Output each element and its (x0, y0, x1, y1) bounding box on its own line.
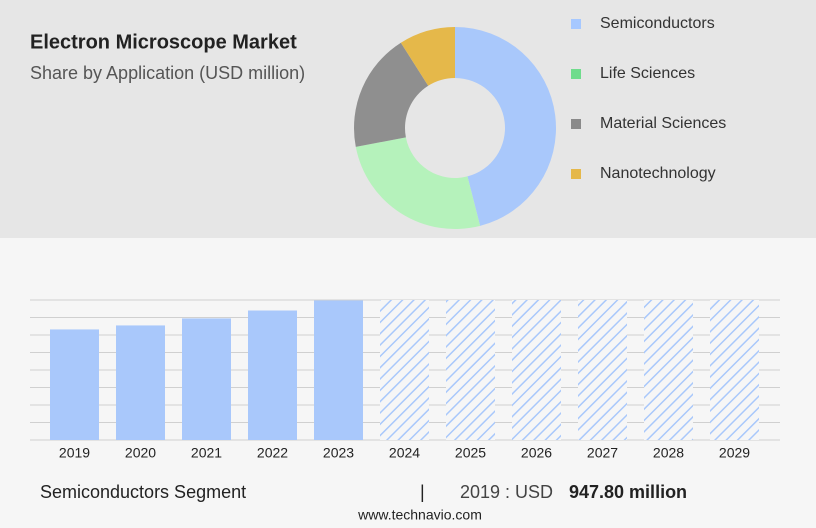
footer-separator: | (420, 482, 425, 502)
donut-slice (355, 137, 481, 229)
x-tick-label: 2019 (59, 445, 90, 461)
legend-label: Semiconductors (600, 15, 715, 32)
donut-slice (455, 27, 556, 226)
footer-year: 2019 : USD (460, 482, 553, 502)
footer-source: www.technavio.com (357, 507, 482, 523)
x-tick-label: 2020 (125, 445, 156, 461)
bar (116, 325, 165, 440)
legend-swatch (571, 69, 581, 79)
x-tick-label: 2021 (191, 445, 222, 461)
x-tick-label: 2023 (323, 445, 354, 461)
bar (314, 300, 363, 440)
bar (248, 310, 297, 440)
footer-value: 947.80 million (569, 482, 687, 502)
x-tick-label: 2029 (719, 445, 750, 461)
footer-segment: Semiconductors Segment (40, 482, 246, 502)
x-tick-label: 2024 (389, 445, 420, 461)
chart-subtitle: Share by Application (USD million) (30, 63, 305, 83)
x-tick-label: 2022 (257, 445, 288, 461)
donut-slice (400, 27, 455, 86)
legend-label: Material Sciences (600, 115, 726, 132)
forecast-placeholder (446, 300, 495, 440)
forecast-placeholder (578, 300, 627, 440)
legend-swatch (571, 169, 581, 179)
legend-label: Life Sciences (600, 65, 695, 82)
donut-slice (354, 42, 429, 147)
x-tick-label: 2027 (587, 445, 618, 461)
legend-label: Nanotechnology (600, 165, 716, 182)
x-tick-label: 2025 (455, 445, 486, 461)
forecast-placeholder (644, 300, 693, 440)
forecast-placeholder (710, 300, 759, 440)
legend-swatch (571, 119, 581, 129)
forecast-placeholder (380, 300, 429, 440)
legend-swatch (571, 19, 581, 29)
forecast-placeholder (512, 300, 561, 440)
x-tick-label: 2028 (653, 445, 684, 461)
chart-title: Electron Microscope Market (30, 31, 297, 53)
bar (50, 329, 99, 440)
bar (182, 318, 231, 440)
x-tick-label: 2026 (521, 445, 552, 461)
